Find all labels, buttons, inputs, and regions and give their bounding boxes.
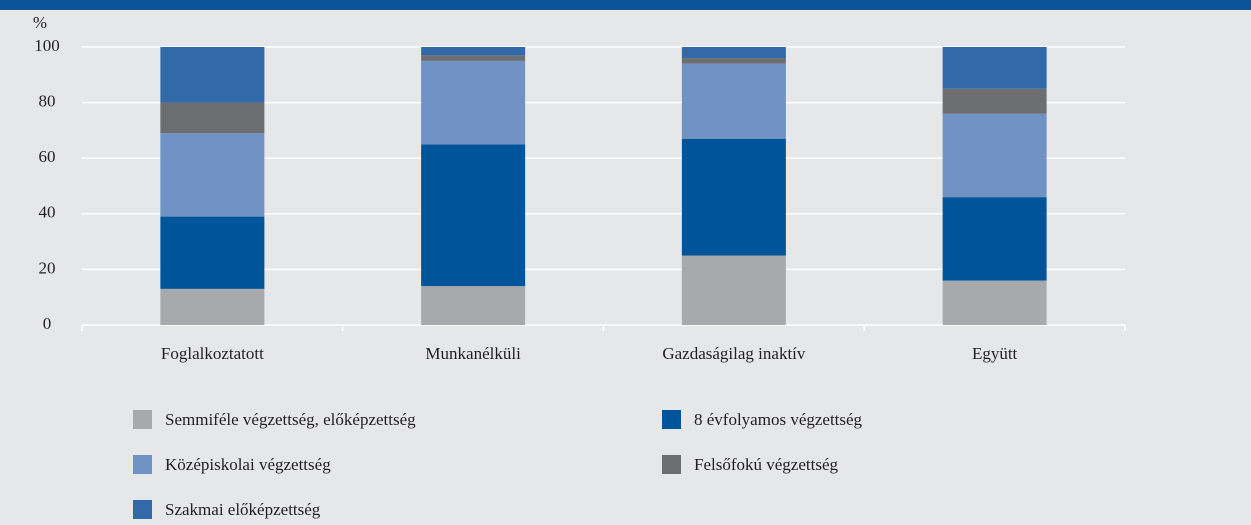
bar-segment xyxy=(681,255,786,325)
y-tick-label: 100 xyxy=(34,36,60,55)
x-tick-label: Gazdaságilag inaktív xyxy=(662,344,806,363)
legend-swatch xyxy=(662,410,681,429)
bar-segment xyxy=(421,286,526,325)
legend-label: Semmiféle végzettség, előképzettség xyxy=(165,410,416,429)
bar-segment xyxy=(421,47,526,56)
bar-segment xyxy=(160,216,265,289)
bar-segment xyxy=(160,288,265,325)
y-tick-label: 40 xyxy=(39,203,56,222)
y-tick-label: 80 xyxy=(39,92,56,111)
bar-segment xyxy=(421,144,526,287)
bar-segment xyxy=(160,133,265,217)
legend-label: 8 évfolyamos végzettség xyxy=(694,410,863,429)
legend-label: Középiskolai végzettség xyxy=(165,455,331,474)
bar-segment xyxy=(681,63,786,139)
y-tick-label: 60 xyxy=(39,147,56,166)
y-tick-label: 0 xyxy=(43,314,52,333)
y-axis-label: % xyxy=(33,13,47,32)
bar-segment xyxy=(421,55,526,61)
legend-swatch xyxy=(662,455,681,474)
bar-segment xyxy=(681,47,786,59)
bar-segment xyxy=(942,113,1047,198)
legend-swatch xyxy=(133,500,152,519)
bar-segment xyxy=(942,197,1047,281)
legend-label: Felsőfokú végzettség xyxy=(694,455,838,474)
legend-swatch xyxy=(133,410,152,429)
legend-label: Szakmai előképzettség xyxy=(165,500,321,519)
bar-segment xyxy=(942,88,1047,114)
legend-swatch xyxy=(133,455,152,474)
bar-segment xyxy=(160,102,265,134)
x-tick-label: Munkanélküli xyxy=(425,344,521,363)
bar-segment xyxy=(942,47,1047,89)
top-band xyxy=(0,0,1251,10)
bar-segment xyxy=(681,58,786,64)
bar-segment xyxy=(421,60,526,145)
x-tick-label: Foglalkoztatott xyxy=(161,344,264,363)
bar-segment xyxy=(681,138,786,256)
bar-segment xyxy=(160,47,265,103)
y-tick-label: 20 xyxy=(39,258,56,277)
x-tick-label: Együtt xyxy=(972,344,1018,363)
bar-segment xyxy=(942,280,1047,325)
